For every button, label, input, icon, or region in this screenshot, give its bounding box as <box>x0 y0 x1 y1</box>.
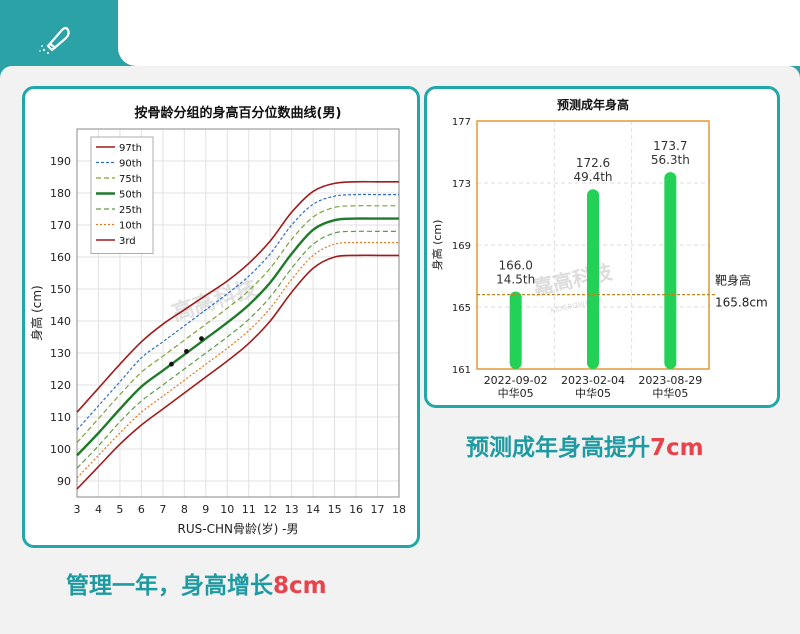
measurement-point <box>184 349 189 354</box>
y-tick-label: 150 <box>50 283 71 296</box>
curve-90th <box>76 193 399 431</box>
legend-label: 25th <box>119 205 142 216</box>
left-caption-highlight: 8cm <box>273 573 327 599</box>
y-tick-label: 190 <box>50 155 71 168</box>
target-height-label: 靶身高 <box>715 273 751 288</box>
bar-value-label: 173.7 <box>653 139 687 153</box>
pencil-leaf-icon <box>39 26 70 54</box>
curve-25th <box>76 230 399 469</box>
x-tick-label: 8 <box>181 503 188 516</box>
legend-label: 90th <box>119 159 142 170</box>
watermark-text: 高高科技 <box>169 274 262 326</box>
y-axis-label: 身高 (cm) <box>430 220 444 271</box>
curve-97th <box>76 180 399 413</box>
y-tick-label: 161 <box>452 365 471 376</box>
right-caption-text: 预测成年身高提升 <box>466 435 650 461</box>
bar-value-label: 166.0 <box>498 259 532 273</box>
x-tick-label: 16 <box>349 503 363 516</box>
y-axis-label: 身高 (cm) <box>29 285 44 340</box>
x-tick-sublabel: 中华05 <box>652 386 688 400</box>
x-tick-label: 2023-08-29 <box>638 374 702 387</box>
curve-3rd <box>76 254 399 490</box>
x-tick-label: 12 <box>263 503 277 516</box>
y-tick-label: 177 <box>452 117 471 128</box>
y-tick-label: 180 <box>50 187 71 200</box>
header-tab <box>0 0 118 74</box>
bar-percentile-label: 14.5th <box>496 273 535 287</box>
x-axis-label: RUS-CHN骨龄(岁) -男 <box>178 521 299 536</box>
legend-label: 75th <box>119 174 142 185</box>
x-tick-label: 3 <box>74 503 81 516</box>
y-tick-label: 160 <box>50 251 71 264</box>
x-tick-label: 2023-02-04 <box>561 374 625 387</box>
x-tick-label: 17 <box>371 503 385 516</box>
y-tick-label: 140 <box>50 315 71 328</box>
x-tick-label: 6 <box>138 503 145 516</box>
x-tick-label: 7 <box>159 503 166 516</box>
chart-title: 按骨龄分组的身高百分位数曲线(男) <box>135 105 342 121</box>
bar-value-label: 172.6 <box>576 156 610 170</box>
x-tick-label: 4 <box>95 503 102 516</box>
bar <box>509 291 522 369</box>
left-caption-text: 管理一年，身高增长 <box>66 573 273 599</box>
x-tick-label: 10 <box>220 503 234 516</box>
curve-75th <box>76 205 399 444</box>
x-tick-label: 9 <box>202 503 209 516</box>
plot-frame <box>76 128 400 498</box>
x-tick-label: 15 <box>328 503 342 516</box>
y-tick-label: 130 <box>50 347 71 360</box>
x-tick-label: 11 <box>242 503 256 516</box>
right-caption: 预测成年身高提升7cm <box>466 428 704 462</box>
curve-50th <box>76 217 399 457</box>
x-tick-label: 2022-09-02 <box>484 374 548 387</box>
bar <box>587 189 599 369</box>
legend-label: 3rd <box>119 236 136 247</box>
x-tick-label: 13 <box>285 503 299 516</box>
growth-curve-panel: 按骨龄分组的身高百分位数曲线(男) 3 4 5 6 7 8 9 10 11 12 13 14 15 16 17… <box>22 86 420 548</box>
y-tick-label: 170 <box>50 219 71 232</box>
growth-curve-chart: 按骨龄分组的身高百分位数曲线(男) 3 4 5 6 7 8 9 10 11 12 13 14 15 16 17… <box>29 105 406 536</box>
y-tick-label: 90 <box>57 475 71 488</box>
legend-label: 50th <box>119 190 142 201</box>
x-tick-label: 14 <box>306 503 320 516</box>
legend-label: 10th <box>119 221 142 232</box>
legend-label: 97th <box>119 143 142 154</box>
x-tick-sublabel: 中华05 <box>498 386 534 400</box>
x-tick-label: 5 <box>116 503 123 516</box>
y-tick-label: 173 <box>452 179 471 190</box>
predicted-height-panel: 预测成年身高 161 165 169 173 177 身高 (cm) 嘉高科技 KIDGROW.… <box>424 86 780 408</box>
measurement-point <box>169 361 174 367</box>
right-caption-highlight: 7cm <box>650 435 704 461</box>
y-tick-label: 110 <box>50 411 71 424</box>
x-tick-sublabel: 中华05 <box>575 386 611 400</box>
y-tick-label: 100 <box>50 443 71 456</box>
bar-percentile-label: 56.3th <box>651 153 690 167</box>
target-height-value: 165.8cm <box>715 296 768 310</box>
curve-10th <box>76 241 399 479</box>
header-background <box>118 0 800 66</box>
measurement-point <box>199 336 204 341</box>
y-tick-label: 165 <box>452 303 471 314</box>
y-tick-label: 120 <box>50 379 71 392</box>
chart-title: 预测成年身高 <box>557 97 629 112</box>
bar <box>664 172 677 369</box>
legend-box <box>90 136 154 254</box>
x-tick-label: 18 <box>392 503 406 516</box>
y-tick-label: 169 <box>452 241 471 252</box>
bar-percentile-label: 49.4th <box>573 170 612 184</box>
left-caption: 管理一年，身高增长8cm <box>66 566 327 600</box>
